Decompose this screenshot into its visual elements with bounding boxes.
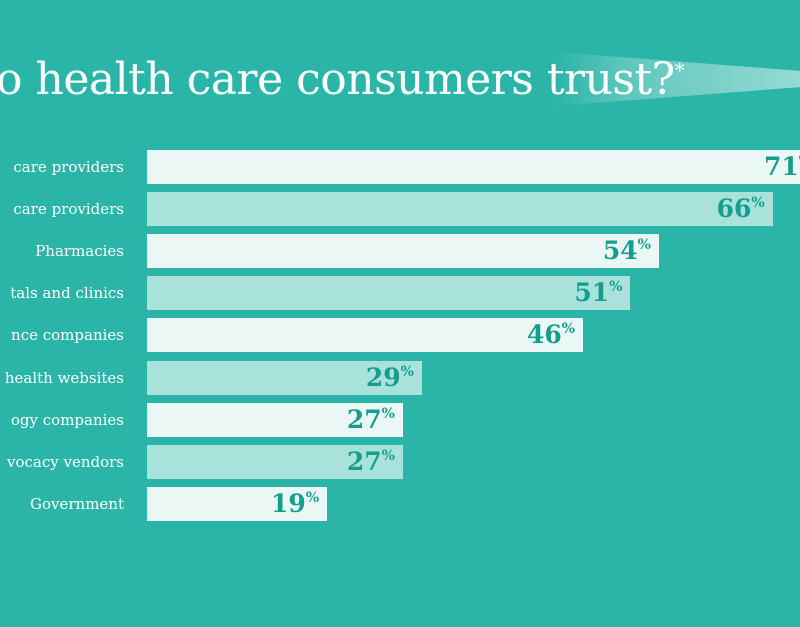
category-label: tals and clinics (10, 284, 124, 303)
data-label-value: 66 (716, 194, 752, 224)
bar (147, 444, 403, 479)
data-label-suffix: % (400, 363, 414, 380)
data-label-suffix: % (637, 237, 651, 254)
data-label: 71% (764, 150, 800, 184)
data-label-suffix: % (799, 153, 800, 169)
category-label: Pharmacies (35, 242, 124, 261)
data-label: 27% (347, 403, 395, 437)
bar (147, 318, 584, 353)
bar (147, 360, 422, 395)
category-label: nce companies (11, 326, 124, 345)
category-label: care providers (13, 200, 124, 219)
category-label: health websites (4, 368, 124, 387)
data-label-suffix: % (561, 321, 576, 338)
category-label: Government (30, 494, 124, 513)
bar (147, 486, 328, 521)
chart-title: o health care consumers trust?* (0, 54, 685, 105)
data-label-value: 46 (526, 320, 562, 350)
data-label-suffix: % (381, 405, 395, 422)
data-label-suffix: % (751, 195, 765, 212)
data-label: 29% (366, 361, 414, 395)
category-label: care providers (13, 158, 124, 176)
data-label-value: 19 (271, 488, 306, 518)
data-label-suffix: % (609, 279, 623, 296)
data-label-suffix: % (381, 447, 395, 464)
data-label-value: 51 (574, 278, 610, 308)
data-label-value: 27 (346, 446, 382, 476)
bar (147, 402, 403, 437)
data-label-value: 54 (602, 236, 638, 266)
bar (147, 234, 659, 269)
chart-title-text: o health care consumers trust? (0, 54, 675, 105)
data-label: 54% (603, 234, 651, 268)
data-label: 27% (347, 445, 395, 479)
bar (147, 150, 800, 184)
data-label-value: 27 (346, 404, 382, 434)
bar (147, 276, 631, 311)
data-label-suffix: % (305, 489, 320, 506)
bar (147, 192, 773, 227)
data-label-value: 71 (763, 152, 799, 181)
category-label: vocacy vendors (6, 452, 124, 471)
data-label-value: 29 (365, 362, 401, 392)
data-label: 46% (527, 318, 575, 352)
data-label: 66% (717, 192, 765, 226)
title-footnote-marker: * (674, 58, 685, 82)
category-label: ogy companies (10, 410, 124, 429)
data-label: 19% (271, 487, 319, 521)
data-label: 51% (574, 276, 622, 310)
